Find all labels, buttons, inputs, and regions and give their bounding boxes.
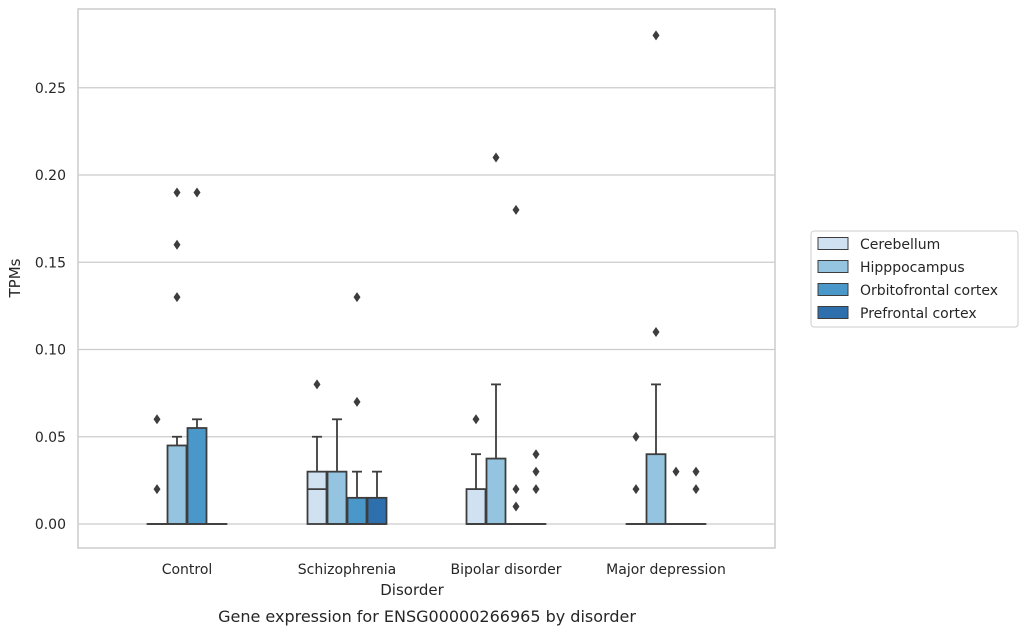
box-body — [467, 489, 486, 524]
y-tick-label: 0.10 — [35, 343, 66, 359]
y-axis-ticks: 0.00 0.05 0.10 0.15 0.20 0.25 — [35, 81, 66, 533]
legend: Cerebellum Hipppocampus Orbitofrontal cort… — [811, 231, 1018, 327]
y-tick-label: 0.15 — [35, 255, 66, 271]
legend-swatch — [818, 307, 848, 319]
legend-label: Cerebellum — [860, 237, 940, 253]
y-tick-label: 0.25 — [35, 81, 66, 97]
box-body — [328, 472, 347, 524]
x-tick-label: Control — [162, 562, 213, 578]
legend-label: Hipppocampus — [860, 260, 965, 276]
x-tick-label: Major depression — [606, 562, 726, 578]
legend-swatch — [818, 284, 848, 296]
legend-label: Orbitofrontal cortex — [860, 283, 998, 299]
legend-label: Prefrontal cortex — [860, 306, 977, 322]
legend-swatch — [818, 261, 848, 273]
box-body — [188, 428, 207, 524]
box-body — [168, 445, 187, 524]
y-tick-label: 0.20 — [35, 168, 66, 184]
box-body — [348, 498, 367, 524]
y-axis-title: TPMs — [6, 258, 24, 298]
x-axis-title: Disorder — [380, 581, 444, 599]
x-axis-ticks: Control Schizophrenia Bipolar disorder Majo… — [162, 562, 726, 578]
figure-caption: Gene expression for ENSG00000266965 by d… — [218, 607, 636, 626]
y-tick-label: 0.05 — [35, 430, 66, 446]
y-tick-label: 0.00 — [35, 517, 66, 533]
box-body — [308, 472, 327, 524]
legend-swatch — [818, 238, 848, 250]
x-tick-label: Schizophrenia — [298, 562, 396, 578]
box-body — [647, 454, 666, 524]
box-body — [368, 498, 387, 524]
box-body — [487, 459, 506, 524]
x-tick-label: Bipolar disorder — [450, 562, 561, 578]
